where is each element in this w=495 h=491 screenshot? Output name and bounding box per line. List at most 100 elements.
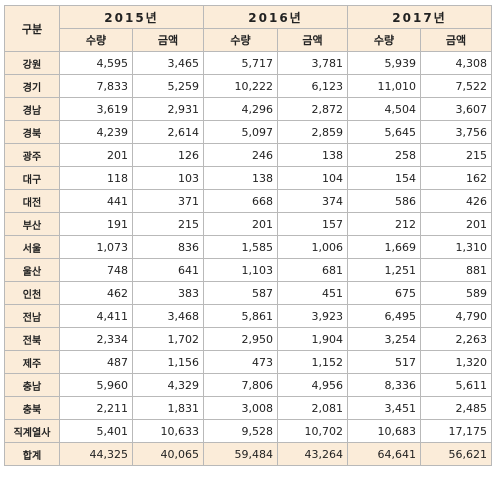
amount-cell: 4,329 bbox=[132, 373, 204, 397]
amount-cell: 56,621 bbox=[420, 442, 492, 466]
region-name: 대전 bbox=[4, 189, 60, 213]
table-row: 전북 2,334 1,702 2,950 1,904 3,254 2,263 bbox=[4, 327, 492, 351]
region-name: 경북 bbox=[4, 120, 60, 144]
quantity-cell: 3,008 bbox=[203, 396, 278, 420]
table-row: 전남 4,411 3,468 5,861 3,923 6,495 4,790 bbox=[4, 304, 492, 328]
region-name: 경기 bbox=[4, 74, 60, 98]
quantity-cell: 4,411 bbox=[59, 304, 133, 328]
amount-cell: 383 bbox=[132, 281, 204, 305]
amount-cell: 3,781 bbox=[277, 51, 348, 75]
quantity-cell: 4,296 bbox=[203, 97, 278, 121]
quantity-cell: 3,619 bbox=[59, 97, 133, 121]
quantity-header: 수량 bbox=[203, 28, 278, 52]
amount-cell: 4,790 bbox=[420, 304, 492, 328]
table-body: 강원 4,595 3,465 5,717 3,781 5,939 4,308 경기 7,833 5… bbox=[4, 51, 492, 466]
year-header: 2017년 bbox=[347, 5, 492, 29]
quantity-cell: 7,806 bbox=[203, 373, 278, 397]
amount-cell: 201 bbox=[420, 212, 492, 236]
quantity-cell: 5,097 bbox=[203, 120, 278, 144]
quantity-cell: 59,484 bbox=[203, 442, 278, 466]
amount-header: 금액 bbox=[420, 28, 492, 52]
amount-cell: 4,308 bbox=[420, 51, 492, 75]
quantity-cell: 212 bbox=[347, 212, 421, 236]
amount-cell: 157 bbox=[277, 212, 348, 236]
quantity-cell: 668 bbox=[203, 189, 278, 213]
table-row: 부산 191 215 201 157 212 201 bbox=[4, 212, 492, 236]
amount-cell: 4,956 bbox=[277, 373, 348, 397]
region-name: 인천 bbox=[4, 281, 60, 305]
quantity-cell: 246 bbox=[203, 143, 278, 167]
amount-cell: 3,756 bbox=[420, 120, 492, 144]
quantity-cell: 64,641 bbox=[347, 442, 421, 466]
amount-cell: 1,310 bbox=[420, 235, 492, 259]
region-name: 경남 bbox=[4, 97, 60, 121]
table-row: 광주 201 126 246 138 258 215 bbox=[4, 143, 492, 167]
quantity-cell: 3,254 bbox=[347, 327, 421, 351]
quantity-header: 수량 bbox=[347, 28, 421, 52]
quantity-cell: 473 bbox=[203, 350, 278, 374]
amount-cell: 451 bbox=[277, 281, 348, 305]
amount-cell: 3,607 bbox=[420, 97, 492, 121]
quantity-cell: 487 bbox=[59, 350, 133, 374]
total-row: 합계 44,325 40,065 59,484 43,264 64,641 56,621 bbox=[4, 442, 492, 466]
amount-cell: 10,633 bbox=[132, 419, 204, 443]
quantity-cell: 1,103 bbox=[203, 258, 278, 282]
region-name: 직계열사 bbox=[4, 419, 60, 443]
quantity-cell: 7,833 bbox=[59, 74, 133, 98]
amount-cell: 3,468 bbox=[132, 304, 204, 328]
amount-cell: 40,065 bbox=[132, 442, 204, 466]
quantity-cell: 441 bbox=[59, 189, 133, 213]
quantity-cell: 8,336 bbox=[347, 373, 421, 397]
quantity-cell: 517 bbox=[347, 350, 421, 374]
quantity-cell: 5,861 bbox=[203, 304, 278, 328]
amount-cell: 1,904 bbox=[277, 327, 348, 351]
amount-cell: 126 bbox=[132, 143, 204, 167]
quantity-cell: 44,325 bbox=[59, 442, 133, 466]
region-name: 대구 bbox=[4, 166, 60, 190]
amount-cell: 138 bbox=[277, 143, 348, 167]
year-header: 2016년 bbox=[203, 5, 348, 29]
year-header-row: 구분 2015년 2016년 2017년 bbox=[4, 5, 492, 52]
amount-cell: 2,263 bbox=[420, 327, 492, 351]
table-row: 인천 462 383 587 451 675 589 bbox=[4, 281, 492, 305]
quantity-cell: 154 bbox=[347, 166, 421, 190]
quantity-cell: 4,239 bbox=[59, 120, 133, 144]
quantity-header: 수량 bbox=[59, 28, 133, 52]
amount-cell: 215 bbox=[132, 212, 204, 236]
table-row: 대전 441 371 668 374 586 426 bbox=[4, 189, 492, 213]
table-row: 울산 748 641 1,103 681 1,251 881 bbox=[4, 258, 492, 282]
amount-cell: 589 bbox=[420, 281, 492, 305]
quantity-cell: 138 bbox=[203, 166, 278, 190]
amount-cell: 641 bbox=[132, 258, 204, 282]
amount-cell: 1,320 bbox=[420, 350, 492, 374]
quantity-cell: 4,504 bbox=[347, 97, 421, 121]
amount-cell: 426 bbox=[420, 189, 492, 213]
amount-cell: 1,006 bbox=[277, 235, 348, 259]
total-label: 합계 bbox=[4, 442, 60, 466]
amount-header: 금액 bbox=[132, 28, 204, 52]
amount-cell: 215 bbox=[420, 143, 492, 167]
quantity-cell: 6,495 bbox=[347, 304, 421, 328]
region-name: 울산 bbox=[4, 258, 60, 282]
quantity-cell: 9,528 bbox=[203, 419, 278, 443]
table-row: 강원 4,595 3,465 5,717 3,781 5,939 4,308 bbox=[4, 51, 492, 75]
amount-cell: 104 bbox=[277, 166, 348, 190]
quantity-cell: 2,211 bbox=[59, 396, 133, 420]
quantity-cell: 748 bbox=[59, 258, 133, 282]
amount-cell: 1,156 bbox=[132, 350, 204, 374]
region-name: 충북 bbox=[4, 396, 60, 420]
quantity-cell: 201 bbox=[203, 212, 278, 236]
amount-cell: 1,152 bbox=[277, 350, 348, 374]
amount-cell: 3,465 bbox=[132, 51, 204, 75]
table-row: 경남 3,619 2,931 4,296 2,872 4,504 3,607 bbox=[4, 97, 492, 121]
region-name: 강원 bbox=[4, 51, 60, 75]
table-row: 경기 7,833 5,259 10,222 6,123 11,010 7,522 bbox=[4, 74, 492, 98]
table-row: 대구 118 103 138 104 154 162 bbox=[4, 166, 492, 190]
region-name: 전남 bbox=[4, 304, 60, 328]
amount-cell: 162 bbox=[420, 166, 492, 190]
corner-label: 구분 bbox=[4, 5, 60, 52]
amount-cell: 2,872 bbox=[277, 97, 348, 121]
amount-cell: 2,485 bbox=[420, 396, 492, 420]
amount-cell: 2,859 bbox=[277, 120, 348, 144]
